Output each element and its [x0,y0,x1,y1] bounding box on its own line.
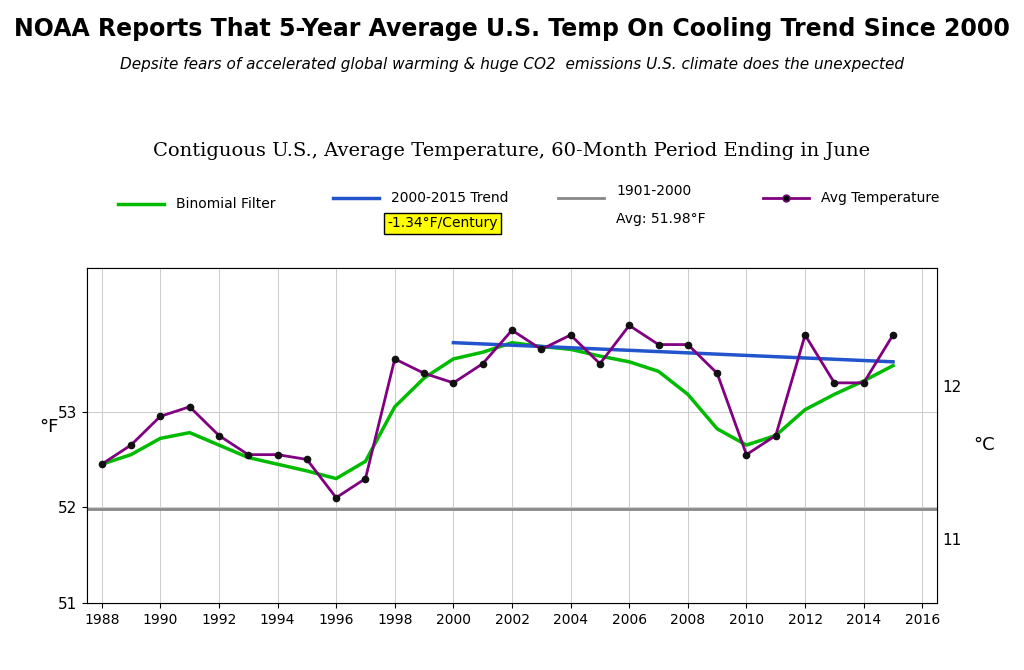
Avg Temperature [447,379,460,387]
Binomial Filter [799,405,811,413]
Text: Avg: 51.98°F: Avg: 51.98°F [616,212,707,226]
Avg Temperature [711,369,723,377]
Line: Avg Temperature: Avg Temperature [98,322,896,501]
Avg Temperature [125,441,137,449]
Binomial Filter [301,467,313,475]
Binomial Filter [359,458,372,466]
Text: NOAA Reports That 5-Year Average U.S. Temp On Cooling Trend Since 2000: NOAA Reports That 5-Year Average U.S. Te… [14,17,1010,41]
Avg Temperature [95,460,108,468]
Binomial Filter [711,425,723,433]
Binomial Filter [770,431,782,440]
Binomial Filter [242,454,254,462]
Avg Temperature [359,474,372,482]
Binomial Filter [271,460,284,468]
Avg Temperature [330,494,342,502]
Avg Temperature [594,360,606,368]
Avg Temperature [623,322,635,330]
Binomial Filter [857,377,869,385]
Binomial Filter [447,355,460,363]
Binomial Filter [389,403,401,411]
Binomial Filter [828,391,841,399]
Binomial Filter [183,429,196,437]
Avg Temperature [271,451,284,459]
Y-axis label: °F: °F [39,417,58,436]
Avg Temperature [418,369,430,377]
Binomial Filter [330,474,342,482]
Binomial Filter [682,391,694,399]
Binomial Filter [506,338,518,346]
Circle shape [101,314,278,585]
Binomial Filter [155,434,167,442]
Text: NOAA: NOAA [156,440,223,460]
Y-axis label: °C: °C [973,436,994,454]
Avg Temperature [506,326,518,334]
Avg Temperature [476,360,488,368]
Avg Temperature [155,412,167,420]
Avg Temperature [183,403,196,411]
Text: Depsite fears of accelerated global warming & huge CO2  emissions U.S. climate d: Depsite fears of accelerated global warm… [120,57,904,72]
Text: Binomial Filter: Binomial Filter [176,198,275,211]
Binomial Filter [740,441,753,449]
Avg Temperature [887,331,899,339]
Binomial Filter [213,441,225,449]
Text: 1901-2000: 1901-2000 [616,184,691,198]
Avg Temperature [682,340,694,348]
Avg Temperature [564,331,577,339]
Avg Temperature [301,456,313,464]
Binomial Filter [594,352,606,360]
Avg Temperature [242,451,254,459]
Avg Temperature [389,355,401,363]
Text: 2000-2015 Trend: 2000-2015 Trend [391,191,509,204]
Avg Temperature [770,431,782,440]
Text: Avg Temperature: Avg Temperature [821,191,940,204]
Avg Temperature [857,379,869,387]
Avg Temperature [740,451,753,459]
Avg Temperature [799,331,811,339]
Binomial Filter [125,451,137,459]
Binomial Filter [887,362,899,370]
Binomial Filter [418,374,430,382]
Binomial Filter [652,367,665,375]
Text: Contiguous U.S., Average Temperature, 60-Month Period Ending in June: Contiguous U.S., Average Temperature, 60… [154,142,870,159]
Line: Binomial Filter: Binomial Filter [101,342,893,478]
Binomial Filter [536,342,548,350]
Binomial Filter [95,460,108,468]
Binomial Filter [623,358,635,366]
Text: -1.34°F/Century: -1.34°F/Century [387,216,498,230]
Binomial Filter [476,348,488,356]
Avg Temperature [828,379,841,387]
Avg Temperature [652,340,665,348]
Avg Temperature [536,345,548,353]
Avg Temperature [213,431,225,440]
Binomial Filter [564,345,577,353]
